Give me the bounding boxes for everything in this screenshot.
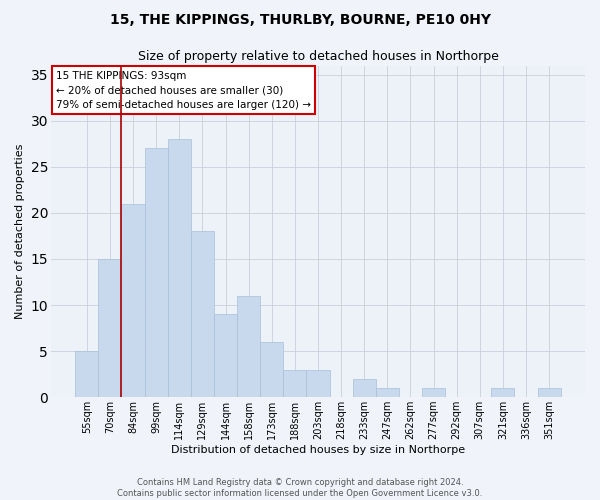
Bar	[353, 378, 376, 397]
Bar	[283, 370, 307, 397]
Bar	[121, 204, 145, 397]
Y-axis label: Number of detached properties: Number of detached properties	[15, 144, 25, 319]
Bar	[260, 342, 283, 397]
Title: Size of property relative to detached houses in Northorpe: Size of property relative to detached ho…	[137, 50, 499, 63]
Bar	[538, 388, 561, 397]
Bar	[191, 232, 214, 397]
Bar	[491, 388, 514, 397]
Bar	[145, 148, 168, 397]
X-axis label: Distribution of detached houses by size in Northorpe: Distribution of detached houses by size …	[171, 445, 465, 455]
Bar	[214, 314, 237, 397]
Bar	[75, 351, 98, 397]
Bar	[98, 259, 121, 397]
Text: Contains HM Land Registry data © Crown copyright and database right 2024.
Contai: Contains HM Land Registry data © Crown c…	[118, 478, 482, 498]
Bar	[307, 370, 329, 397]
Bar	[422, 388, 445, 397]
Text: 15 THE KIPPINGS: 93sqm
← 20% of detached houses are smaller (30)
79% of semi-det: 15 THE KIPPINGS: 93sqm ← 20% of detached…	[56, 70, 311, 110]
Bar	[168, 139, 191, 397]
Text: 15, THE KIPPINGS, THURLBY, BOURNE, PE10 0HY: 15, THE KIPPINGS, THURLBY, BOURNE, PE10 …	[110, 12, 491, 26]
Bar	[376, 388, 399, 397]
Bar	[237, 296, 260, 397]
